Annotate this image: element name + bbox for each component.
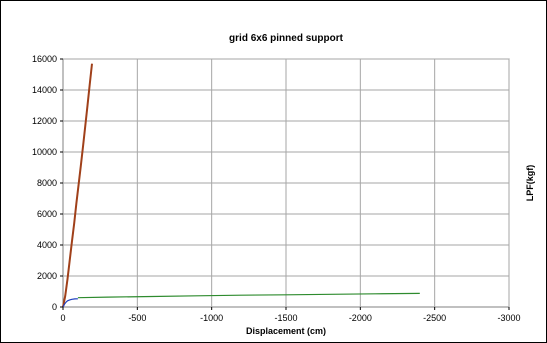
chart-title: grid 6x6 pinned support (229, 33, 344, 44)
y-tick-label: 0 (52, 302, 57, 312)
x-tick-label: -3000 (497, 313, 520, 323)
y-tick-label: 4000 (37, 240, 57, 250)
y-tick-label: 16000 (32, 54, 57, 64)
y-tick-label: 8000 (37, 178, 57, 188)
y-tick-label: 6000 (37, 209, 57, 219)
x-tick-label: -500 (128, 313, 146, 323)
y-tick-label: 14000 (32, 85, 57, 95)
y-tick-labels: 0 2000 4000 6000 8000 10000 12000 14000 16000 (32, 54, 63, 312)
series-line-3 (77, 292, 420, 299)
series-layer (62, 63, 420, 308)
x-axis-title: Displacement (cm) (246, 326, 326, 336)
x-tick-label: -2000 (349, 313, 372, 323)
x-tick-label: -2500 (423, 313, 446, 323)
x-tick-label: 0 (60, 313, 65, 323)
grid-lines (63, 58, 510, 307)
y-axis-title: LPF(kgf) (525, 165, 535, 202)
x-tick-label: -1500 (274, 313, 297, 323)
series-line-1 (62, 63, 93, 308)
y-tick-label: 2000 (37, 271, 57, 281)
y-tick-label: 10000 (32, 147, 57, 157)
series-line-2 (62, 298, 78, 308)
x-tick-labels: 0 -500 -1000 -1500 -2000 -2500 -3000 (60, 307, 521, 323)
y-tick-label: 12000 (32, 116, 57, 126)
x-tick-label: -1000 (200, 313, 223, 323)
